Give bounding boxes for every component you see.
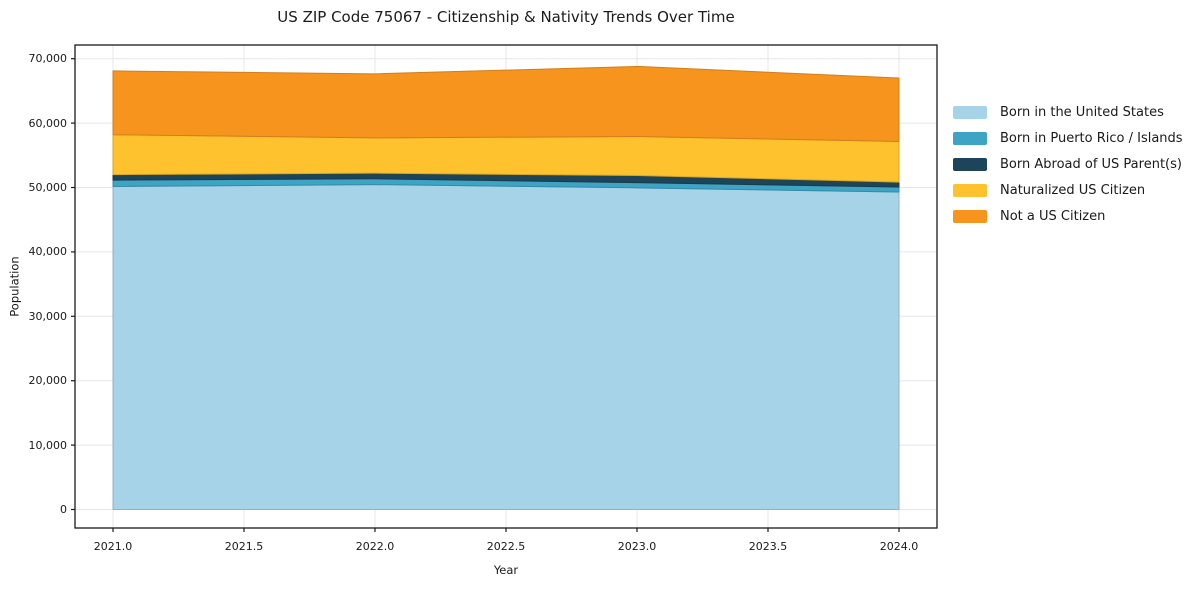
y-tick-label: 30,000 xyxy=(28,309,68,323)
chart-title: US ZIP Code 75067 - Citizenship & Nativi… xyxy=(277,8,735,26)
legend-label: Naturalized US Citizen xyxy=(1000,182,1146,198)
legend-item: Born in the United States xyxy=(953,99,1183,125)
legend: Born in the United States Born in Puerto… xyxy=(953,99,1183,229)
legend-swatch-naturalized xyxy=(953,183,987,197)
y-tick-label: 20,000 xyxy=(28,374,68,388)
x-tick-label: 2021.0 xyxy=(93,540,133,553)
legend-swatch-born-in-puerto-rico xyxy=(953,131,987,145)
x-tick-label: 2022.5 xyxy=(486,540,526,553)
area-not-a-us-citizen xyxy=(112,65,900,142)
legend-item: Not a US Citizen xyxy=(953,203,1183,229)
y-axis-label: Population xyxy=(7,256,22,317)
y-tick-label: 60,000 xyxy=(28,116,68,130)
x-tick-label: 2023.0 xyxy=(617,540,657,553)
legend-swatch-born-abroad xyxy=(953,157,987,171)
x-tick-label: 2024.0 xyxy=(879,540,919,553)
x-axis-label: Year xyxy=(493,563,519,577)
x-tick-label: 2022.0 xyxy=(355,540,395,553)
area-born-in-the-united-states xyxy=(112,184,900,510)
legend-item: Born in Puerto Rico / Islands xyxy=(953,125,1183,151)
legend-label: Not a US Citizen xyxy=(1000,208,1106,224)
legend-item: Naturalized US Citizen xyxy=(953,177,1183,203)
y-tick-label: 70,000 xyxy=(28,52,68,66)
y-tick-label: 0 xyxy=(60,503,67,516)
legend-swatch-not-citizen xyxy=(953,209,987,223)
y-tick-label: 10,000 xyxy=(28,438,68,452)
legend-label: Born Abroad of US Parent(s) xyxy=(1000,156,1182,172)
legend-item: Born Abroad of US Parent(s) xyxy=(953,151,1183,177)
y-tick-label: 40,000 xyxy=(28,245,68,259)
legend-swatch-born-in-us xyxy=(953,105,987,119)
x-tick-label: 2023.5 xyxy=(748,540,788,553)
legend-label: Born in the United States xyxy=(1000,104,1164,120)
x-tick-label: 2021.5 xyxy=(224,540,264,553)
legend-label: Born in Puerto Rico / Islands xyxy=(1000,130,1183,146)
y-tick-label: 50,000 xyxy=(28,181,68,194)
